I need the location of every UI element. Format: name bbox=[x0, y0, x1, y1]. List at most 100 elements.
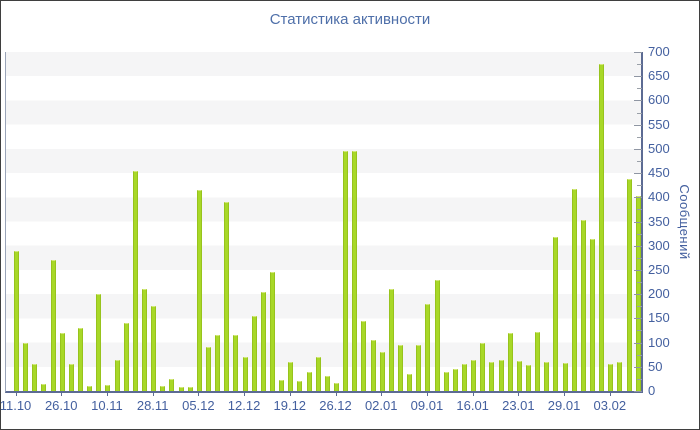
bar bbox=[635, 195, 641, 391]
bar bbox=[507, 332, 513, 391]
y-minor-tick bbox=[637, 233, 642, 235]
chart-title: Статистика активности bbox=[269, 11, 431, 28]
x-tick-label: 26.12 bbox=[319, 398, 352, 413]
bar bbox=[169, 378, 175, 391]
y-minor-tick bbox=[637, 209, 642, 211]
bar bbox=[270, 272, 275, 391]
bar bbox=[233, 335, 239, 391]
x-tick bbox=[472, 393, 474, 396]
y-major-tick bbox=[634, 245, 642, 247]
y-minor-tick bbox=[637, 112, 642, 114]
x-tick-label: 02.01 bbox=[364, 398, 398, 413]
x-tick bbox=[198, 393, 200, 396]
y-major-tick bbox=[634, 391, 642, 392]
bar bbox=[196, 190, 202, 391]
x-tick bbox=[61, 393, 63, 396]
y-tick-label: 400 bbox=[648, 189, 670, 205]
x-tick bbox=[381, 393, 383, 396]
bar bbox=[553, 237, 559, 391]
y-tick-label: 650 bbox=[648, 68, 670, 84]
bar bbox=[425, 303, 431, 391]
x-tick-label: 03.02 bbox=[593, 398, 627, 413]
x-tick bbox=[152, 393, 154, 396]
x-tick bbox=[518, 393, 520, 396]
bar bbox=[361, 320, 367, 391]
bar bbox=[407, 374, 413, 391]
y-tick-label: 0 bbox=[648, 383, 656, 398]
y-axis-line bbox=[641, 52, 643, 393]
bar bbox=[279, 380, 285, 391]
y-minor-tick bbox=[637, 354, 642, 356]
bar bbox=[132, 170, 138, 391]
bar bbox=[516, 360, 522, 391]
y-major-tick bbox=[634, 173, 642, 175]
y-tick-label: 550 bbox=[648, 116, 670, 132]
x-tick bbox=[15, 393, 17, 396]
bar bbox=[388, 289, 394, 391]
bar bbox=[599, 64, 605, 391]
bar bbox=[206, 347, 211, 391]
y-minor-tick bbox=[637, 136, 642, 138]
y-tick-label: 500 bbox=[648, 140, 670, 156]
bar bbox=[343, 151, 349, 391]
bar bbox=[590, 238, 595, 391]
bar bbox=[544, 361, 550, 391]
bar bbox=[224, 202, 230, 391]
bar bbox=[617, 361, 623, 391]
bar bbox=[352, 151, 358, 391]
bar bbox=[87, 386, 93, 391]
y-minor-tick bbox=[637, 88, 642, 90]
x-tick bbox=[244, 393, 246, 396]
bar bbox=[178, 387, 184, 391]
x-tick-label: 19.12 bbox=[273, 398, 307, 413]
bar bbox=[251, 315, 257, 391]
bar bbox=[151, 306, 157, 391]
x-tick bbox=[426, 393, 428, 396]
y-major-tick bbox=[634, 318, 642, 320]
x-tick bbox=[335, 393, 337, 396]
y-major-tick bbox=[634, 100, 642, 102]
x-tick-label: 10.11 bbox=[91, 398, 123, 413]
x-tick-label: 16.01 bbox=[456, 398, 489, 413]
y-tick-label: 200 bbox=[648, 286, 670, 302]
y-major-tick bbox=[634, 76, 642, 78]
bar bbox=[580, 220, 586, 391]
y-minor-tick bbox=[637, 64, 642, 66]
bar bbox=[324, 376, 330, 391]
bar bbox=[297, 380, 303, 391]
x-tick-label: 05.12 bbox=[182, 398, 215, 413]
y-tick-label: 250 bbox=[648, 261, 670, 277]
x-tick-label: 26.10 bbox=[44, 398, 78, 413]
y-major-tick bbox=[634, 269, 642, 271]
bar bbox=[498, 359, 504, 391]
bar bbox=[315, 357, 321, 391]
bar bbox=[452, 369, 458, 391]
bar bbox=[462, 364, 467, 391]
bar bbox=[480, 342, 486, 391]
y-major-tick bbox=[634, 148, 642, 150]
bar bbox=[535, 331, 541, 391]
x-tick bbox=[289, 393, 291, 396]
x-tick-label: 11.10 bbox=[0, 398, 32, 413]
y-axis-title: Сообщений bbox=[677, 184, 692, 260]
bar bbox=[526, 365, 531, 391]
y-tick-label: 700 bbox=[648, 44, 670, 59]
plot-area bbox=[5, 52, 643, 393]
bar bbox=[160, 386, 166, 391]
y-major-tick bbox=[634, 124, 642, 126]
bar bbox=[68, 364, 74, 391]
bar bbox=[608, 364, 614, 391]
bar bbox=[23, 342, 29, 391]
bar bbox=[571, 189, 577, 391]
bar bbox=[489, 361, 495, 391]
bar bbox=[142, 289, 147, 391]
x-tick-label: 12.12 bbox=[227, 398, 261, 413]
bar bbox=[443, 371, 449, 391]
bar bbox=[114, 359, 120, 391]
bar bbox=[96, 294, 102, 391]
x-tick bbox=[106, 393, 108, 396]
y-major-tick bbox=[634, 221, 642, 223]
x-tick-label: 28.11 bbox=[136, 398, 169, 413]
y-minor-tick bbox=[637, 257, 642, 259]
